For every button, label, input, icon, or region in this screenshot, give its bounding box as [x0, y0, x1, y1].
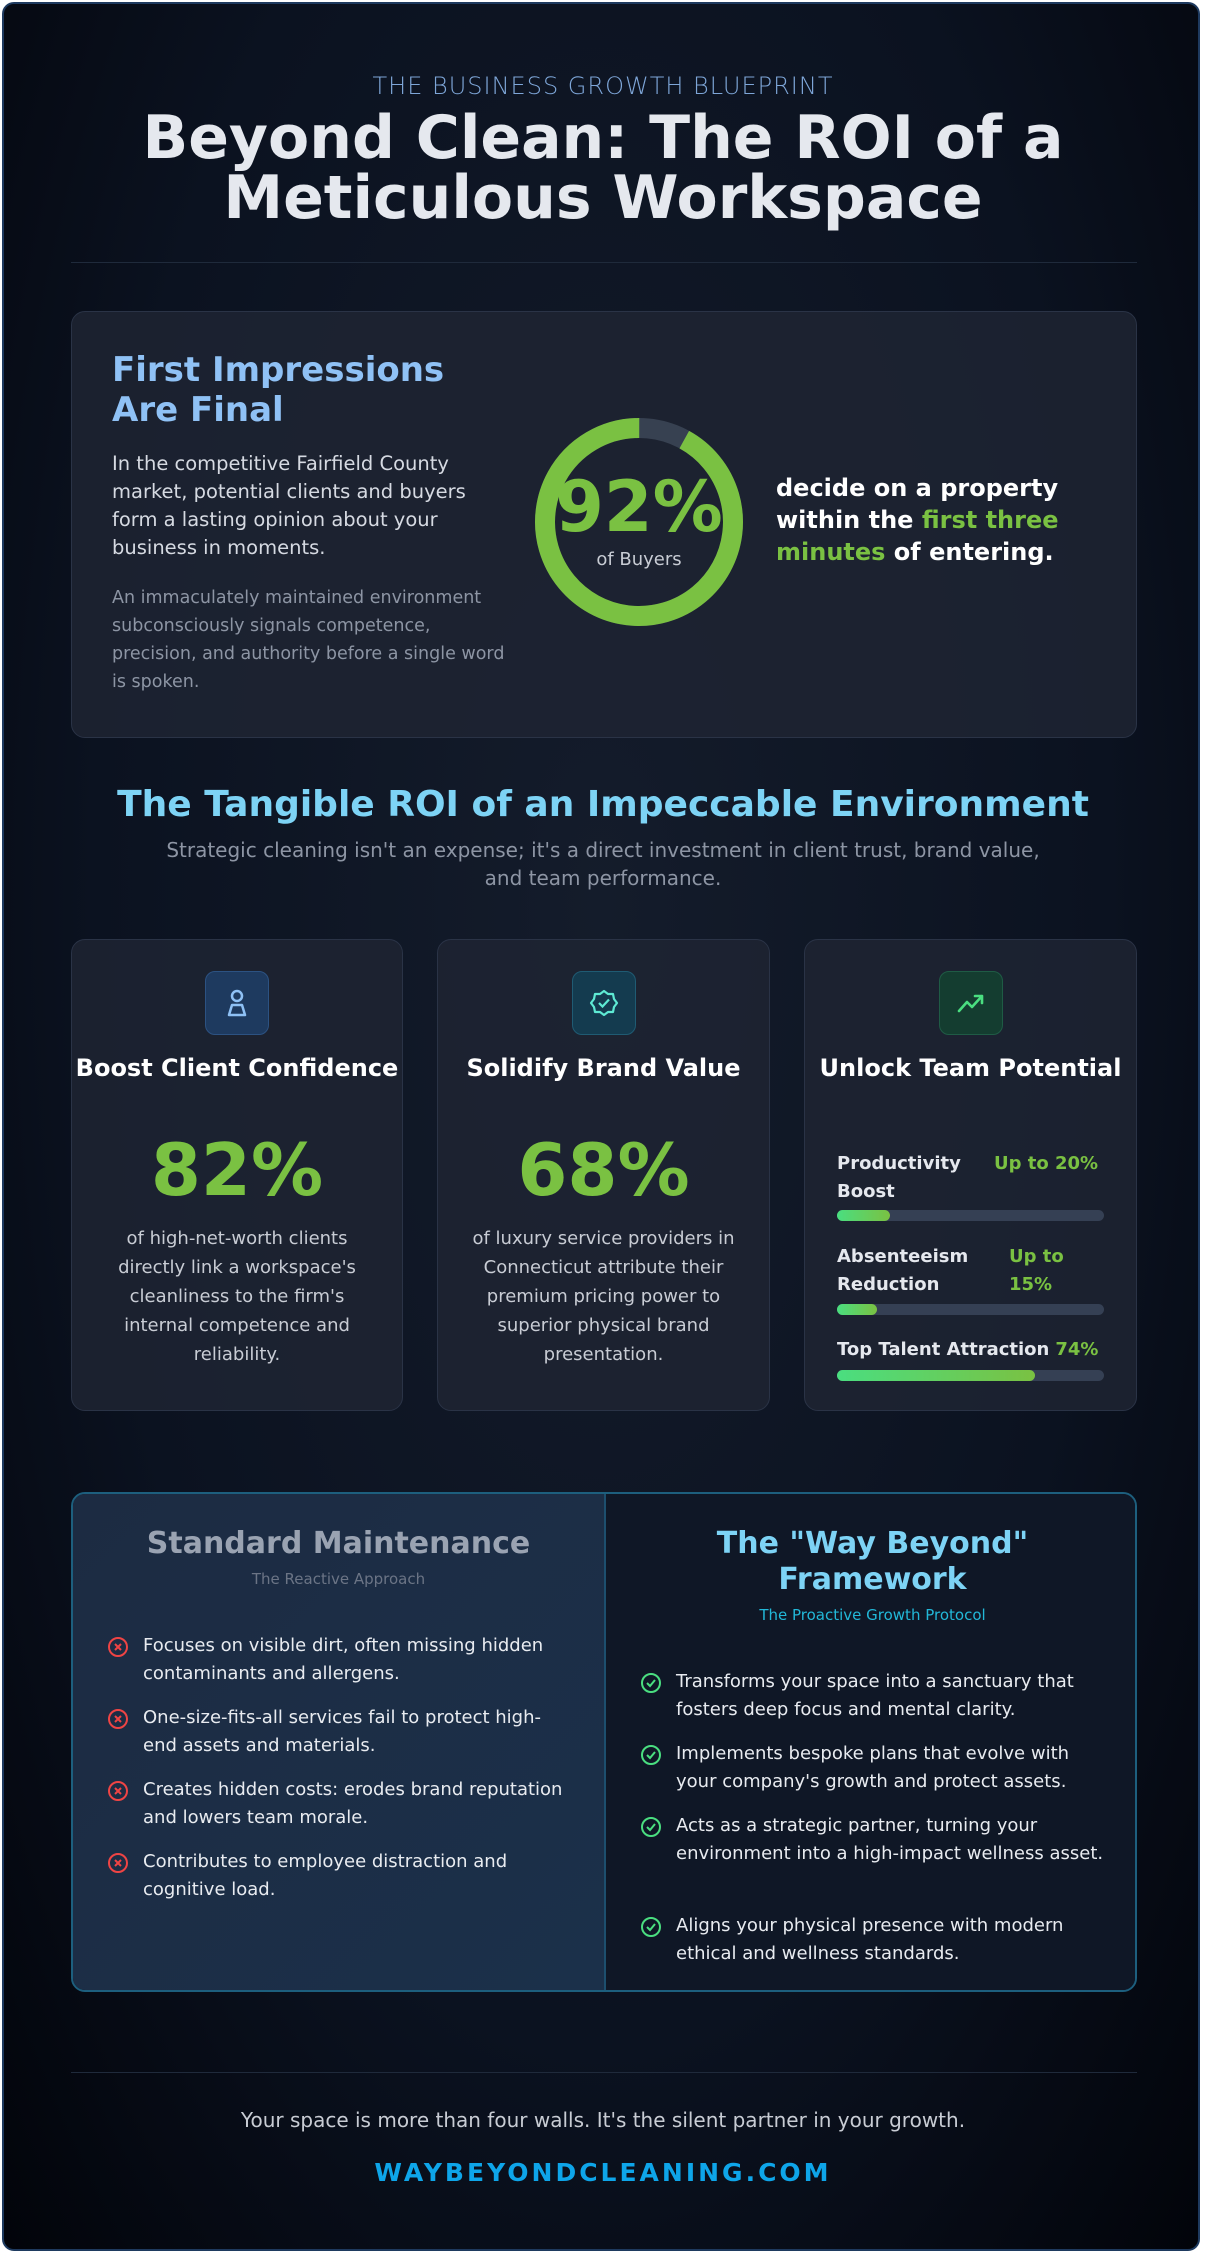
footer-divider — [71, 2072, 1137, 2073]
metric-productivity: Productivity Boost Up to 20% — [837, 1153, 1099, 1202]
card-description: of high-net-worth clients directly link … — [118, 1228, 356, 1365]
list-item-text: One-size-fits-all services fail to prote… — [143, 1707, 542, 1756]
progress-ring-fill — [535, 418, 743, 626]
card-title: Boost Client Confidence — [75, 1054, 399, 1082]
website-link[interactable]: WAYBEYONDCLEANING.COM — [374, 2158, 832, 2187]
roi-subheading: Strategic cleaning isn't an expense; it'… — [166, 838, 1040, 890]
metric-bar-fill — [837, 1210, 891, 1221]
list-item: Focuses on visible dirt, often missing h… — [107, 1632, 574, 1688]
stat-statement: decide on a property within the first th… — [776, 474, 1059, 566]
metric-bar — [837, 1304, 1104, 1315]
metric-bar-fill — [837, 1370, 1035, 1381]
check-circle-icon — [641, 1673, 661, 1693]
list-item: Creates hidden costs: erodes brand reput… — [107, 1776, 574, 1832]
way-beyond-column: The "Way Beyond" Framework The Proactive … — [606, 1494, 1135, 1990]
title-line: Meticulous Workspace — [223, 163, 983, 233]
x-circle-icon — [108, 1781, 128, 1801]
first-impressions-card: First Impressions Are Final In the compet… — [71, 311, 1137, 738]
card-value: 68% — [517, 1128, 690, 1212]
metric-bar — [837, 1210, 1104, 1221]
check-circle-icon — [641, 1917, 661, 1937]
check-circle-icon — [641, 1745, 661, 1765]
card-value: 82% — [150, 1128, 324, 1212]
stat-label: of Buyers — [596, 549, 682, 570]
comparison-panel: Standard Maintenance The Reactive Approa… — [71, 1492, 1137, 1992]
card-title: Unlock Team Potential — [819, 1054, 1122, 1082]
list-item-text: Acts as a strategic partner, turning you… — [676, 1815, 1104, 1864]
user-icon — [205, 971, 269, 1035]
page-title: Beyond Clean: The ROI of a Meticulous Wor… — [4, 103, 1198, 233]
list-item-text: Focuses on visible dirt, often missing h… — [143, 1635, 544, 1684]
list-item: Implements bespoke plans that evolve wit… — [640, 1740, 1109, 1796]
list-item: Aligns your physical presence with moder… — [640, 1912, 1109, 1968]
check-circle-icon — [641, 1817, 661, 1837]
card-title: Solidify Brand Value — [466, 1054, 741, 1082]
list-item-text: Contributes to employee distraction and … — [143, 1851, 508, 1900]
card-description: of luxury service providers in Connectic… — [472, 1228, 735, 1365]
list-item: Transforms your space into a sanctuary t… — [640, 1668, 1109, 1724]
standard-title: Standard Maintenance — [146, 1526, 531, 1561]
list-item: Contributes to employee distraction and … — [107, 1848, 574, 1904]
first-impressions-heading: First Impressions Are Final — [112, 350, 445, 430]
trending-up-icon — [938, 971, 1003, 1035]
roi-heading: The Tangible ROI of an Impeccable Enviro… — [117, 784, 1089, 825]
metric-bar-fill — [837, 1304, 878, 1315]
footer-tagline: Your space is more than four walls. It's… — [240, 2108, 966, 2132]
list-item-text: Implements bespoke plans that evolve wit… — [676, 1743, 1070, 1792]
way-beyond-subtitle: The Proactive Growth Protocol — [759, 1606, 986, 1624]
list-item: Acts as a strategic partner, turning you… — [640, 1812, 1109, 1868]
metric-bar — [837, 1370, 1104, 1381]
x-circle-icon — [108, 1853, 128, 1873]
intro-paragraph: In the competitive Fairfield County mark… — [112, 452, 466, 559]
card-client-confidence: Boost Client Confidence 82% of high-net-… — [71, 939, 403, 1411]
secondary-paragraph: An immaculately maintained environment s… — [112, 588, 505, 692]
card-team-potential: Unlock Team Potential Productivity Boost… — [804, 939, 1137, 1411]
progress-ring — [535, 418, 743, 626]
stat-value: 92% — [555, 466, 723, 548]
standard-subtitle: The Reactive Approach — [251, 1570, 426, 1588]
list-item-text: Creates hidden costs: erodes brand reput… — [143, 1779, 563, 1828]
list-item: One-size-fits-all services fail to prote… — [107, 1704, 574, 1760]
divider — [71, 262, 1137, 263]
x-circle-icon — [108, 1709, 128, 1729]
eyebrow: THE BUSINESS GROWTH BLUEPRINT — [372, 72, 834, 100]
title-line: Beyond Clean: The ROI of a — [142, 103, 1064, 173]
badge-check-icon — [571, 971, 636, 1035]
standard-maintenance-column: Standard Maintenance The Reactive Approa… — [73, 1494, 606, 1990]
x-circle-icon — [108, 1637, 128, 1657]
metric-talent: Top Talent Attraction 74% — [837, 1339, 1099, 1360]
metric-absenteeism: Absenteeism Reduction Up to 15% — [837, 1246, 1064, 1295]
list-item-text: Transforms your space into a sanctuary t… — [676, 1671, 1074, 1720]
way-beyond-title: The "Way Beyond" Framework — [716, 1526, 1029, 1597]
list-item-text: Aligns your physical presence with moder… — [676, 1915, 1064, 1964]
card-brand-value: Solidify Brand Value 68% of luxury servi… — [437, 939, 770, 1411]
